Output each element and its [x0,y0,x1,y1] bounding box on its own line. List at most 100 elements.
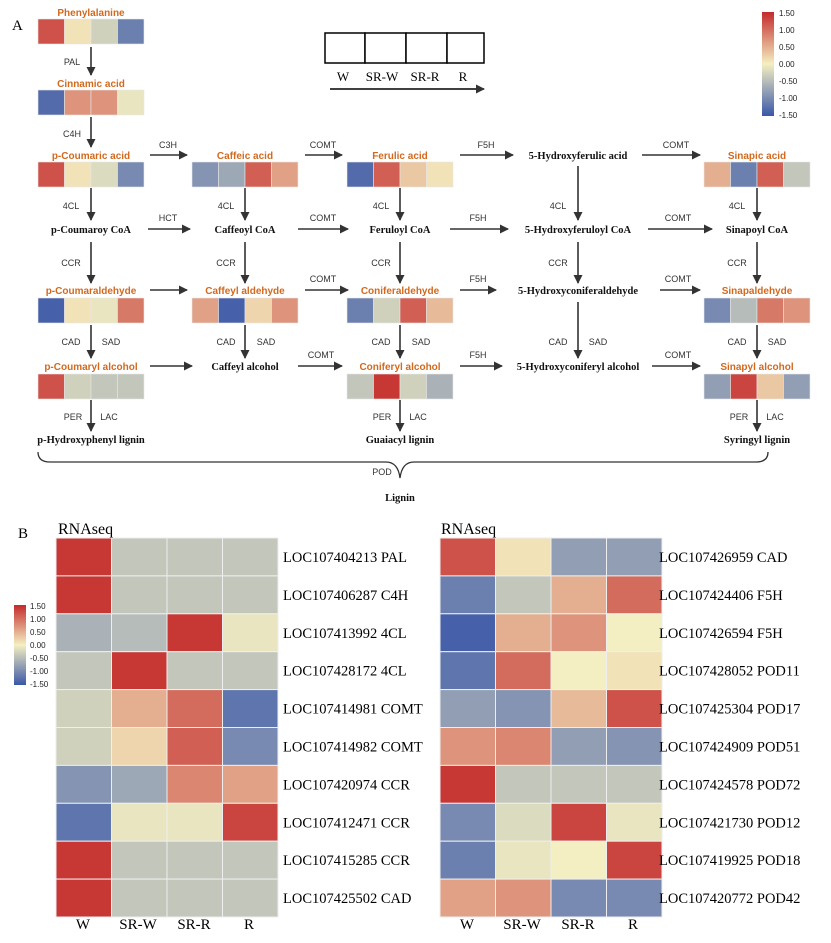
heatmap-cell [166,575,223,615]
enzyme-label-f5h: F5H [477,140,494,150]
heatmap-cell [111,651,168,691]
heatmap-title: RNAseq [58,521,113,538]
heatmap-cell [166,840,223,880]
metabolite-label-caffeoyl-coa: Caffeoyl CoA [215,225,276,236]
key-box-r [446,32,485,64]
metabolite-label-p-coumaryl-alcohol: p-Coumaryl alcohol [44,362,138,373]
enzyme-label-sad: SAD [102,337,121,347]
heatmap-cell [55,764,112,804]
heatmap-title: RNAseq [441,521,496,538]
heat-cell-caffeyl-aldehyde-sr-r [244,297,272,324]
enzyme-label-lac: LAC [409,412,427,422]
metabolite-label-sinapyl-alcohol: Sinapyl alcohol [720,362,794,373]
enzyme-label-sad: SAD [412,337,431,347]
heatmap-cell [166,613,223,653]
legend-b-tick: -1.00 [30,667,49,676]
enzyme-label-c3h: C3H [159,140,177,150]
gene-label: LOC107412471 CCR [283,815,410,831]
heat-cell-caffeyl-aldehyde-w [191,297,219,324]
heat-cell-caffeyl-aldehyde-sr-w [218,297,246,324]
legend-a-tick: -1.50 [779,111,798,120]
column-label-r: R [628,917,638,933]
heatmap-cell [166,878,223,918]
enzyme-label-comt: COMT [310,274,337,284]
metabolite-label-sinapaldehyde: Sinapaldehyde [722,286,793,297]
heatmap-cell [606,840,663,880]
heat-cell-coniferaldehyde-sr-w [373,297,401,324]
heatmap-cell [550,727,607,766]
heatmap-cell [166,764,223,804]
enzyme-label-c4h: C4H [63,129,81,139]
heat-cell-cinnamic-acid-sr-r [90,89,118,116]
heat-cell-ferulic-acid-w [346,161,374,188]
heatmap-cell [495,764,552,804]
metabolite-label-syringyl-lignin: Syringyl lignin [724,435,790,446]
heatmap-cell [550,689,607,728]
heatmap-cell [111,613,168,653]
enzyme-label-comt: COMT [308,350,335,360]
heatmap-cell [550,651,607,691]
heatmap-cell [550,575,607,615]
heat-cell-p-coumaraldehyde-sr-r [90,297,118,324]
key-label-r: R [459,69,468,84]
enzyme-label-ccr: CCR [371,258,391,268]
heat-cell-sinapyl-alcohol-r [783,373,811,400]
enzyme-label-f5h: F5H [469,350,486,360]
heatmap-cell [222,689,279,728]
heat-cell-sinapyl-alcohol-sr-w [730,373,758,400]
metabolite-label-lignin: Lignin [385,493,415,504]
heat-cell-p-coumaryl-alcohol-r [117,373,145,400]
heatmap-cell [439,651,496,691]
heat-cell-caffeic-acid-r [271,161,299,188]
gene-label: LOC107420974 CCR [283,777,410,793]
heat-cell-phenylalanine-sr-w [64,18,92,45]
rnaseq-heatmap-left: RNAseq W SR-W SR-R R LOC107404213 PAL LOC… [55,521,423,933]
enzyme-label-cad: CAD [371,337,391,347]
heatmap-cell [222,537,279,577]
legend-b: 1.50 1.00 0.50 0.00 -0.50 -1.00 -1.50 [14,602,49,689]
heatmap-cell [606,727,663,766]
heatmap-cell [439,878,496,918]
metabolite-label-caffeyl-aldehyde: Caffeyl aldehyde [205,286,285,297]
heatmap-cell [55,878,112,918]
heatmap-cell [111,878,168,918]
heatmap-cell [55,802,112,842]
gene-label: LOC107414981 COMT [283,702,423,718]
heatmap-cell [495,689,552,728]
legend-a-tick: -1.00 [779,94,798,103]
heat-cell-cinnamic-acid-r [117,89,145,116]
heatmap-cell [55,727,112,766]
panel-b-label: B [18,526,28,542]
heatmap-cell [166,727,223,766]
heat-cell-sinapyl-alcohol-w [703,373,731,400]
legend-a-tick: 1.50 [779,9,795,18]
metabolite-label-cinnamic-acid: Cinnamic acid [57,79,125,90]
enzyme-labels: PAL C4H C3H COMT F5H COMT 4CL 4CL 4CL 4C… [61,57,786,422]
key-box-w [324,32,366,64]
gene-label: LOC107424406 F5H [659,588,783,604]
metabolite-label-sinapic-acid: Sinapic acid [728,151,786,162]
enzyme-label-cad: CAD [61,337,81,347]
heat-cell-coniferyl-alcohol-sr-w [373,373,401,400]
enzyme-label-comt: COMT [665,274,692,284]
heatmap-cell [550,878,607,918]
heatmap-cell [495,651,552,691]
heatmap-cell [606,764,663,804]
heatmap-cell [606,878,663,918]
legend-a: 1.50 1.00 0.50 0.00 -0.50 -1.00 -1.50 [762,9,798,120]
enzyme-label-4cl: 4CL [373,201,390,211]
heat-cell-sinapyl-alcohol-sr-r [756,373,784,400]
enzyme-label-4cl: 4CL [550,201,567,211]
enzyme-label-sad: SAD [257,337,276,347]
heatmap-cell [111,802,168,842]
heatmap-cell [495,613,552,653]
heat-cell-sinapic-acid-w [703,161,731,188]
gene-label: LOC107426594 F5H [659,626,783,642]
heatmap-cell [495,840,552,880]
gene-label: LOC107424578 POD72 [659,777,800,793]
heatmap-cell [495,537,552,577]
legend-b-tick: 1.50 [30,602,46,611]
metabolite-label-coniferyl-alcohol: Coniferyl alcohol [359,362,440,373]
enzyme-label-f5h: F5H [469,274,486,284]
heatmap-cell [606,575,663,615]
